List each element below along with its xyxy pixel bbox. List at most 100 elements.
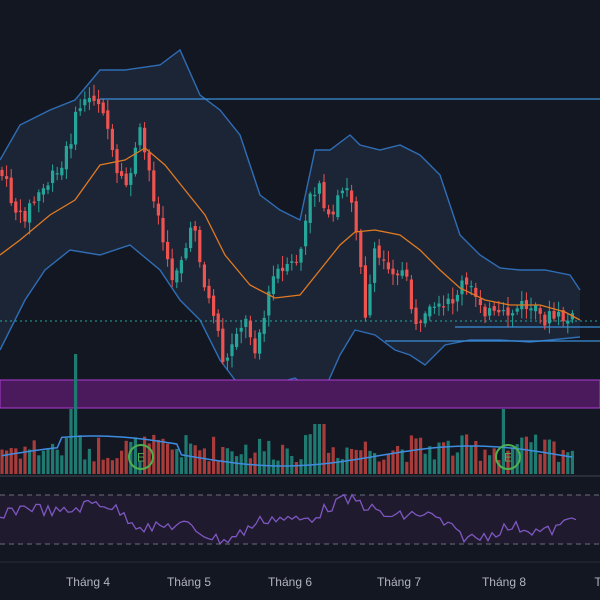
candle-body [120,171,124,176]
volume-bar [129,441,133,474]
candle-body [446,298,450,305]
earnings-marker[interactable]: E [495,444,521,470]
volume-bar [147,443,151,474]
candle-body [166,241,170,260]
candlestick-series[interactable] [0,84,574,371]
candle-body [262,317,266,334]
candle-body [133,147,137,174]
candle-body [78,108,82,112]
candle-body [538,308,542,314]
earnings-marker[interactable]: E [128,444,154,470]
candle-body [221,328,225,363]
candle-body [400,270,404,276]
volume-bar [5,450,9,474]
candle-body [506,307,510,316]
candle-body [0,169,4,177]
volume-bar [74,354,78,474]
time-axis-label-thang-6: Tháng 6 [267,575,313,589]
volume-bar [377,461,381,474]
candle-body [299,248,303,263]
candle-body [5,176,9,179]
candle-body [391,268,395,275]
volume-bar [368,450,372,474]
volume-bar [97,437,101,474]
earnings-marker-label-1: E [137,451,145,465]
candle-body [276,268,280,279]
candle-body [14,201,18,213]
volume-bar [248,458,252,474]
candle-body [359,232,363,267]
candle-body [373,248,377,283]
volume-bar [51,443,55,474]
volume-bar [557,461,561,474]
rsi-line [0,493,577,545]
candle-body [179,260,183,274]
candle-body [106,110,110,129]
candle-body [28,203,32,223]
volume-bar [262,451,266,474]
candle-body [51,170,55,183]
volume-bar [552,441,556,474]
volume-bar [101,459,105,474]
volume-bar [350,448,354,474]
volume-bar [290,455,294,474]
candle-body [189,227,193,249]
candle-body [101,102,105,114]
volume-bar [294,461,298,474]
earnings-marker-circle-1 [128,444,154,470]
candle-body [46,185,50,190]
candle-body [60,167,64,176]
volume-bar [271,459,275,474]
candle-body [37,192,41,202]
volume-bar [483,449,487,474]
volume-bar [566,452,570,474]
volume-bar [221,446,225,474]
volume-bar [64,437,68,474]
candle-body [377,245,381,258]
candle-body [492,306,496,311]
volume-bar [276,460,280,474]
candle-body [110,128,114,151]
candle-body [253,338,257,354]
candle-body [152,170,156,202]
volume-bar [506,450,510,474]
time-axis-label-thang-7: Tháng 7 [376,575,422,589]
volume-bar [28,449,32,474]
candle-body [239,327,243,332]
candle-body [235,333,239,347]
candle-body [428,306,432,317]
volume-bar [308,434,312,474]
candle-body [552,310,556,319]
candle-body [124,173,128,186]
candle-body [244,318,248,327]
candle-body [350,190,354,203]
candle-body [543,314,547,326]
volume-bar [133,437,137,474]
volume-bar [304,435,308,474]
volume-bar [511,447,515,474]
candle-body [23,211,27,222]
volume-bar [460,435,464,474]
candle-body [529,308,533,311]
candle-body [534,305,538,312]
candle-body [64,145,68,170]
candle-body [340,190,344,194]
candle-body [87,97,91,103]
volume-bar [253,452,257,474]
candle-body [285,264,289,272]
volume-bar [547,439,551,474]
volume-bar [451,455,455,474]
candle-body [419,321,423,323]
volume-bar [386,453,390,474]
volume-bar [409,435,413,474]
volume-bar [478,460,482,474]
candle-body [451,299,455,304]
volume-bar [46,449,50,474]
candle-body [248,320,252,338]
volume-bar [32,440,36,474]
candle-body [32,201,36,203]
candle-body [382,259,386,261]
candle-body [331,211,335,215]
candle-body [363,265,367,318]
